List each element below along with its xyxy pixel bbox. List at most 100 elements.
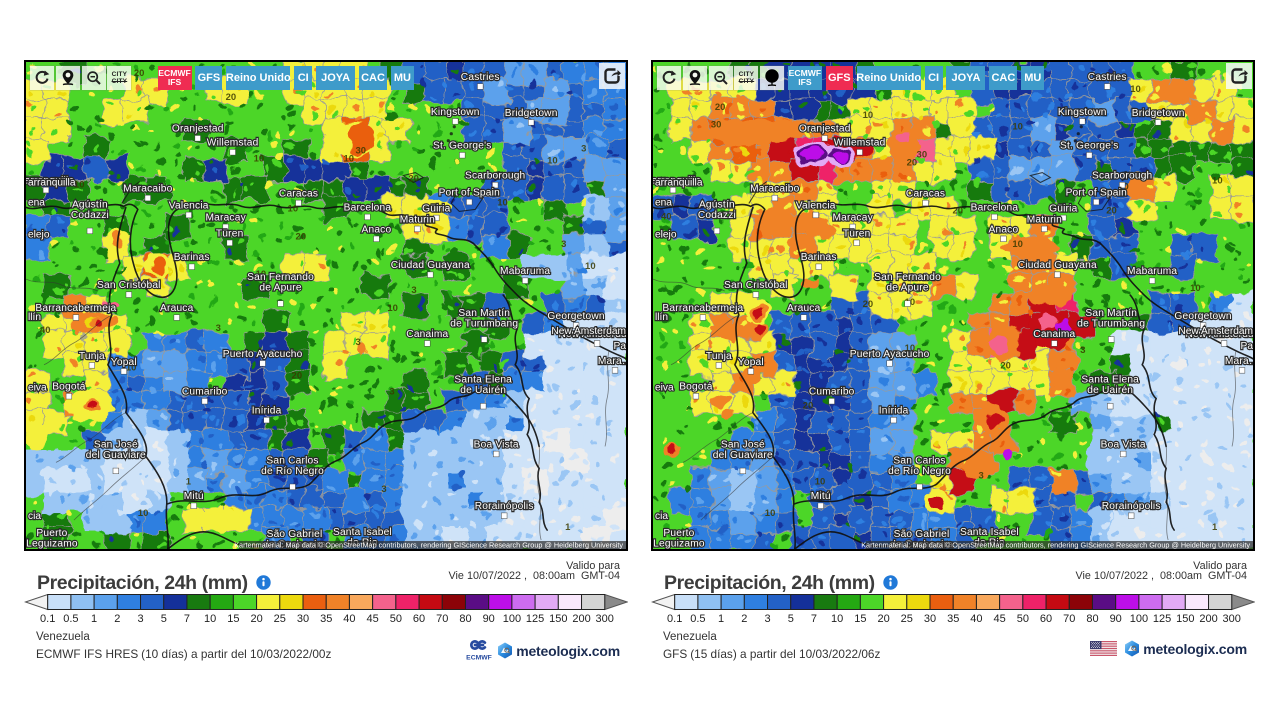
svg-text:20: 20 [408,174,419,185]
svg-text:30: 30 [924,613,936,624]
svg-text:Canaima: Canaima [406,329,448,340]
svg-text:Mabaruma: Mabaruma [1127,266,1177,277]
svg-text:Bogotá: Bogotá [52,382,86,393]
svg-text:100: 100 [1130,613,1148,624]
svg-text:Güiria: Güiria [1049,203,1077,214]
svg-text:Rorainópolis: Rorainópolis [475,501,534,512]
svg-text:de Uairén: de Uairén [1087,385,1133,396]
svg-text:30: 30 [711,120,722,131]
svg-text:10: 10 [863,110,874,121]
svg-text:Barrancabermeja: Barrancabermeja [662,303,743,314]
svg-text:20: 20 [877,613,889,624]
svg-text:15: 15 [227,613,239,624]
svg-text:de Turumbang: de Turumbang [1077,318,1145,329]
svg-text:2: 2 [741,613,747,624]
svg-text:70: 70 [436,613,448,624]
svg-text:Puerto Ayacucho: Puerto Ayacucho [223,349,303,360]
svg-text:20: 20 [296,231,307,242]
svg-text:Valencia: Valencia [169,200,209,211]
svg-text:45: 45 [994,613,1006,624]
svg-text:San José: San José [94,439,138,450]
svg-text:70: 70 [1063,613,1075,624]
svg-text:3: 3 [355,337,360,348]
svg-text:2: 2 [114,613,120,624]
svg-text:San Cristóbal: San Cristóbal [724,280,788,291]
svg-text:10: 10 [1190,283,1201,294]
svg-text:3: 3 [216,323,221,334]
svg-text:São Gabriel: São Gabriel [894,529,950,540]
svg-text:New Amsterdam: New Amsterdam [558,329,626,340]
svg-text:arranquilla: arranquilla [655,178,703,189]
svg-text:San Fernando: San Fernando [247,272,314,283]
svg-text:eiva: eiva [28,383,47,394]
svg-text:Oranjestad: Oranjestad [172,124,224,135]
svg-text:10: 10 [254,154,265,165]
svg-text:llín: llín [655,312,668,323]
svg-text:1: 1 [186,476,191,487]
svg-text:90: 90 [483,613,495,624]
svg-text:de Uairén: de Uairén [460,385,506,396]
svg-text:10: 10 [1012,122,1023,133]
svg-text:10: 10 [497,197,508,208]
svg-text:Maracaibo: Maracaibo [123,183,172,194]
svg-text:20: 20 [134,68,145,79]
svg-text:Arauca: Arauca [787,303,821,314]
svg-text:Pa: Pa [1241,341,1253,352]
svg-text:Santa Elena: Santa Elena [1081,375,1139,386]
svg-text:15: 15 [854,613,866,624]
svg-text:Arauca: Arauca [160,303,194,314]
svg-text:Rorainópolis: Rorainópolis [1102,501,1161,512]
svg-text:20: 20 [803,401,814,412]
svg-text:San Carlos: San Carlos [893,455,945,466]
svg-text:llín: llín [28,312,41,323]
svg-text:Barrancabermeja: Barrancabermeja [35,303,116,314]
svg-text:80: 80 [459,613,471,624]
svg-text:Mabaruma: Mabaruma [500,266,550,277]
svg-text:Inírida: Inírida [879,406,909,417]
svg-text:San Martín: San Martín [1085,308,1137,319]
svg-text:del Guaviare: del Guaviare [86,450,146,461]
svg-text:7: 7 [184,613,190,624]
svg-text:150: 150 [1176,613,1194,624]
svg-text:10: 10 [585,261,596,272]
svg-text:3: 3 [764,613,770,624]
svg-text:de Apure: de Apure [259,283,301,294]
svg-text:1: 1 [1212,522,1217,533]
svg-text:Cumaribo: Cumaribo [182,387,228,398]
svg-text:Ciudad Guayana: Ciudad Guayana [391,260,470,271]
svg-text:ECMWF: ECMWF [466,655,492,662]
svg-text:40: 40 [40,325,51,336]
svg-text:Oranjestad: Oranjestad [799,124,851,135]
svg-text:200: 200 [572,613,590,624]
svg-text:10: 10 [126,363,137,374]
svg-text:5: 5 [161,613,167,624]
svg-text:50: 50 [1017,613,1029,624]
svg-text:Anaco: Anaco [988,224,1018,235]
svg-text:20: 20 [1000,361,1011,372]
svg-text:Willemstad: Willemstad [207,138,259,149]
svg-text:3: 3 [137,613,143,624]
svg-text:10: 10 [1012,239,1023,250]
svg-text:cia: cia [28,511,41,522]
svg-text:Ciudad Guayana: Ciudad Guayana [1018,260,1097,271]
svg-text:Boa Vista: Boa Vista [474,439,519,450]
svg-text:Santa Isabel: Santa Isabel [333,527,392,538]
svg-text:San Fernando: San Fernando [874,272,941,283]
svg-text:Scarborough: Scarborough [465,171,525,182]
svg-text:10: 10 [547,156,558,167]
svg-text:3: 3 [1080,345,1085,356]
svg-text:3: 3 [389,387,394,398]
svg-text:10: 10 [387,303,398,314]
svg-text:30: 30 [297,613,309,624]
svg-text:1: 1 [555,325,560,336]
svg-text:Türen: Türen [843,228,871,239]
svg-text:cia: cia [655,511,668,522]
svg-text:300: 300 [596,613,614,624]
svg-text:25: 25 [901,613,913,624]
svg-text:200: 200 [1199,613,1217,624]
svg-text:10: 10 [905,343,916,354]
svg-text:Yopal: Yopal [738,357,764,368]
svg-text:elejo: elejo [28,229,50,240]
svg-text:40: 40 [661,211,672,222]
svg-text:Barranquilla: Barranquilla [653,176,701,187]
